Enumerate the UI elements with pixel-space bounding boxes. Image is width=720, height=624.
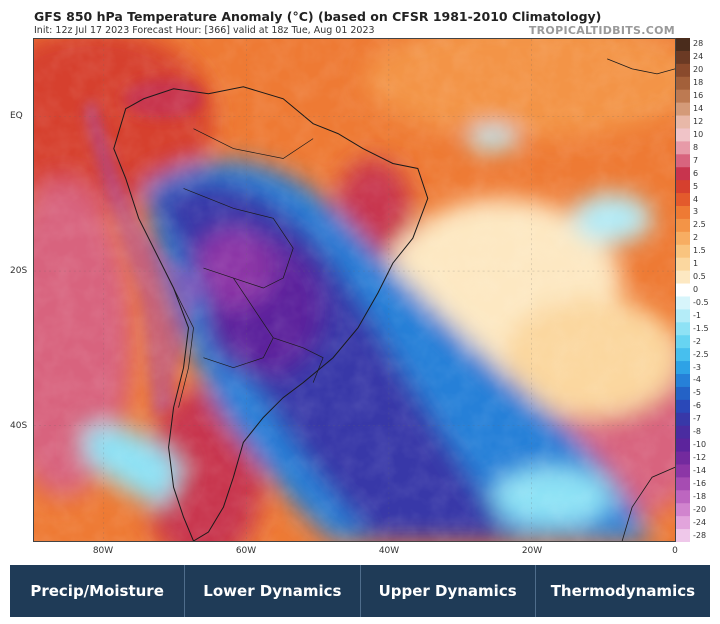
colorbar-tick-label: -2.5 — [693, 349, 709, 359]
colorbar-tick-label: 1 — [693, 259, 699, 269]
colorbar-swatch — [676, 309, 690, 323]
colorbar-swatch — [676, 296, 690, 310]
colorbar-tick-label: 10 — [693, 129, 704, 139]
colorbar-swatch — [676, 425, 690, 440]
colorbar-tick-label: -2 — [693, 336, 701, 346]
colorbar-swatch — [676, 335, 690, 349]
colorbar-tick-label: 3 — [693, 207, 699, 217]
colorbar-tick-label: -0.5 — [693, 297, 709, 307]
nav-thermodynamics-button[interactable]: Thermodynamics — [550, 582, 696, 600]
colorbar-swatch — [676, 270, 690, 285]
colorbar-tick-label: 0 — [693, 285, 699, 294]
colorbar-swatch — [676, 218, 690, 233]
colorbar-swatch — [676, 503, 690, 517]
colorbar-swatch — [676, 231, 690, 246]
lat-label-40s: 40S — [10, 421, 28, 431]
colorbar-swatch — [676, 412, 690, 427]
colorbar-swatch — [676, 283, 690, 297]
colorbar-swatch — [676, 322, 690, 336]
colorbar-tick-label: -5 — [693, 388, 701, 398]
lon-label-60w: 60W — [235, 546, 257, 556]
colorbar-tick-label: 2.5 — [693, 220, 706, 230]
category-nav: Precip/Moisture Lower Dynamics Upper Dyn… — [10, 565, 710, 617]
colorbar-tick-label: -3 — [693, 362, 701, 372]
colorbar-tick-label: 1.5 — [693, 246, 706, 256]
nav-precip-moisture-button[interactable]: Precip/Moisture — [10, 565, 186, 617]
colorbar-tick-label: 4 — [693, 194, 699, 204]
colorbar-swatch — [676, 102, 690, 117]
colorbar-swatch — [676, 244, 690, 259]
lon-label-80w: 80W — [92, 546, 114, 556]
colorbar-tick-label: -16 — [693, 478, 707, 488]
colorbar-swatch — [676, 464, 690, 478]
coastline — [113, 86, 429, 541]
colorbar-tick-label: 0.5 — [693, 272, 706, 282]
lon-label-0: 0 — [672, 546, 678, 556]
lat-label-eq: EQ — [10, 111, 23, 121]
colorbar-tick-label: -14 — [693, 465, 707, 475]
colorbar-tick-label: -20 — [693, 504, 707, 514]
colorbar-swatch — [676, 374, 690, 388]
colorbar-swatch — [676, 115, 690, 129]
colorbar-swatch — [676, 141, 690, 155]
nav-upper-dynamics-button[interactable]: Upper Dynamics — [361, 565, 536, 617]
forecast-info: Init: 12z Jul 17 2023 Forecast Hour: [36… — [34, 25, 375, 36]
nav-lower-dynamics-button[interactable]: Lower Dynamics — [185, 565, 361, 617]
colorbar-swatch — [676, 399, 690, 414]
colorbar-tick-label: 5 — [693, 181, 699, 191]
colorbar-tick-label: 6 — [693, 168, 699, 178]
colorbar — [676, 38, 690, 542]
colorbar-tick-label: -1.5 — [693, 323, 709, 333]
colorbar-swatch — [676, 89, 690, 104]
colorbar-tick-label: 7 — [693, 155, 699, 165]
site-brand: TROPICALTIDBITS.COM — [528, 24, 675, 37]
colorbar-swatch — [676, 529, 690, 542]
colorbar-swatch — [676, 38, 690, 52]
colorbar-tick-label: -12 — [693, 453, 707, 462]
colorbar-tick-label: 12 — [693, 117, 704, 126]
colorbar-tick-label: -1 — [693, 310, 701, 320]
colorbar-tick-label: 2 — [693, 233, 699, 243]
colorbar-tick-label: 24 — [693, 52, 704, 62]
colorbar-swatch — [676, 386, 690, 401]
colorbar-swatch — [676, 361, 690, 375]
colorbar-swatch — [676, 490, 690, 504]
colorbar-swatch — [676, 128, 690, 142]
colorbar-swatch — [676, 257, 690, 272]
colorbar-tick-label: 14 — [693, 104, 704, 114]
colorbar-tick-label: 20 — [693, 65, 704, 75]
lon-label-40w: 40W — [378, 546, 400, 556]
colorbar-swatch — [676, 477, 690, 491]
chart-title: GFS 850 hPa Temperature Anomaly (°C) (ba… — [34, 9, 602, 24]
colorbar-tick-label: -7 — [693, 414, 701, 424]
lat-label-20s: 20S — [10, 266, 28, 276]
colorbar-swatch — [676, 193, 690, 207]
colorbar-swatch — [676, 154, 690, 168]
colorbar-swatch — [676, 63, 690, 78]
map-panel — [33, 38, 676, 542]
anomaly-map — [34, 39, 675, 541]
colorbar-tick-label: 8 — [693, 142, 699, 152]
colorbar-swatch — [676, 167, 690, 181]
colorbar-tick-label: -24 — [693, 517, 707, 527]
colorbar-swatch — [676, 348, 690, 362]
colorbar-tick-label: -18 — [693, 491, 707, 501]
colorbar-tick-label: -4 — [693, 375, 701, 385]
colorbar-swatch — [676, 180, 690, 194]
colorbar-tick-label: -6 — [693, 401, 701, 411]
colorbar-swatch — [676, 451, 690, 465]
colorbar-swatch — [676, 206, 690, 220]
colorbar-tick-label: -8 — [693, 427, 701, 437]
colorbar-tick-label: 16 — [693, 91, 704, 101]
colorbar-tick-label: 18 — [693, 78, 704, 88]
colorbar-swatch — [676, 50, 690, 65]
colorbar-tick-label: -28 — [693, 530, 707, 540]
lon-label-20w: 20W — [521, 546, 543, 556]
colorbar-tick-label: 28 — [693, 39, 704, 49]
colorbar-swatch — [676, 76, 690, 91]
colorbar-tick-label: -10 — [693, 440, 707, 450]
colorbar-swatch — [676, 438, 690, 453]
colorbar-swatch — [676, 516, 690, 530]
